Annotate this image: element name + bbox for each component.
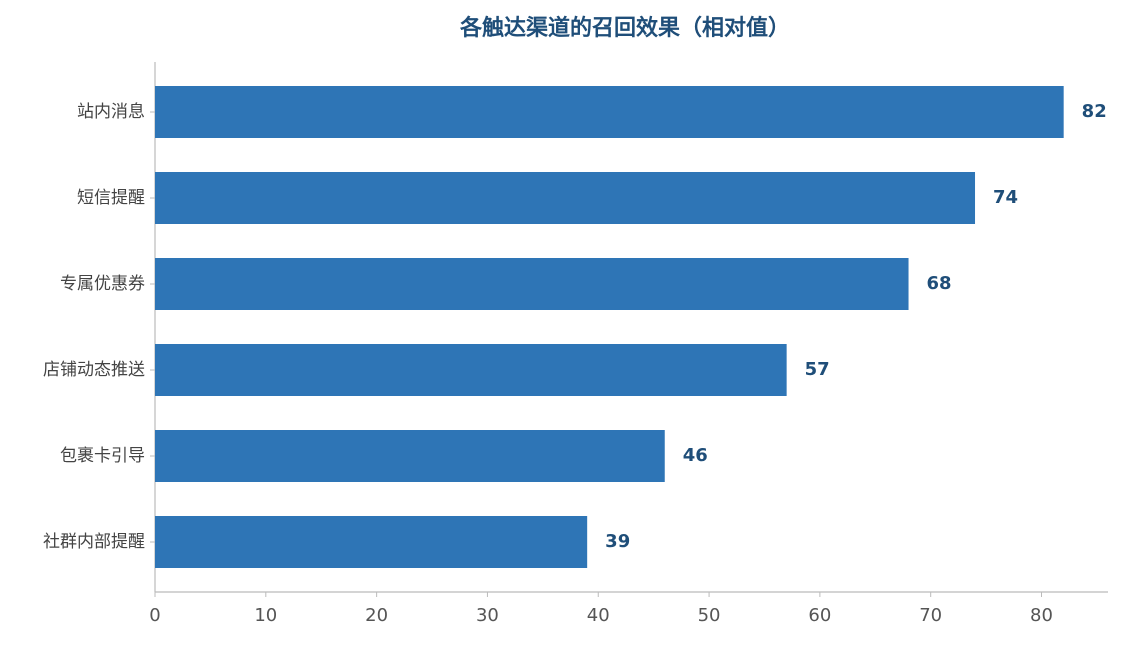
bar — [155, 258, 909, 310]
value-label: 46 — [683, 445, 708, 466]
y-tick-label: 专属优惠券 — [60, 274, 145, 294]
x-tick-label: 10 — [254, 605, 277, 626]
chart-title: 各触达渠道的召回效果（相对值） — [459, 15, 790, 41]
y-tick-label: 短信提醒 — [77, 188, 145, 208]
x-tick-label: 80 — [1030, 605, 1053, 626]
x-tick-label: 20 — [365, 605, 388, 626]
bar — [155, 516, 588, 568]
y-tick-label: 店铺动态推送 — [43, 360, 145, 380]
y-tick-label: 社群内部提醒 — [43, 532, 145, 552]
value-label: 57 — [805, 359, 830, 380]
x-tick-label: 60 — [808, 605, 831, 626]
value-label: 74 — [993, 187, 1018, 208]
x-tick-label: 30 — [476, 605, 499, 626]
x-tick-label: 70 — [919, 605, 942, 626]
value-label: 39 — [605, 531, 630, 552]
bar — [155, 172, 976, 224]
bar — [155, 344, 787, 396]
value-label: 82 — [1082, 101, 1107, 122]
x-tick-label: 40 — [587, 605, 610, 626]
x-tick-label: 50 — [698, 605, 721, 626]
bar — [155, 86, 1064, 138]
value-label: 68 — [927, 273, 952, 294]
bar — [155, 430, 665, 482]
y-tick-label: 站内消息 — [77, 102, 145, 122]
x-tick-label: 0 — [149, 605, 160, 626]
y-tick-label: 包裹卡引导 — [60, 446, 145, 466]
